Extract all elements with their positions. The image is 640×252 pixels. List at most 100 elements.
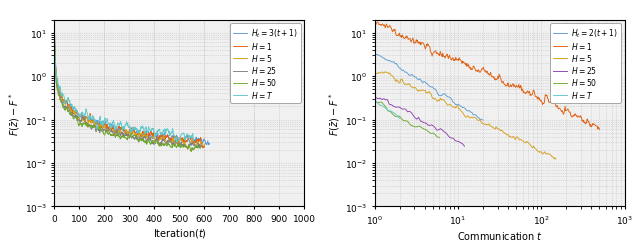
- Y-axis label: $F(\bar{z}) - F^*$: $F(\bar{z}) - F^*$: [327, 92, 342, 135]
- $H_t = 2(t+1)$: [436, 95, 444, 98]
- $H = T$: [394, 116, 402, 119]
- $H_t = 2(t+1)$: [442, 94, 450, 97]
- $H = 25$: [161, 141, 168, 144]
- Line: $H = T$: $H = T$: [55, 43, 195, 143]
- $H = 25$: [459, 143, 467, 146]
- $H = 50$: [393, 116, 401, 119]
- $H = 1$: [445, 58, 452, 61]
- $H = T$: [161, 128, 168, 131]
- $H = 25$: [76, 121, 84, 124]
- $H = 25$: [451, 140, 459, 143]
- $H = 50$: [436, 137, 444, 140]
- $H = 5$: [393, 79, 401, 82]
- $H = 25$: [152, 139, 159, 142]
- $H = T$: [376, 104, 384, 107]
- $H = T$: [390, 112, 398, 115]
- $H = 25$: [461, 145, 468, 148]
- $H = 25$: [374, 98, 382, 101]
- $H = 25$: [371, 98, 378, 101]
- $H = 5$: [374, 73, 381, 76]
- X-axis label: Communication $t$: Communication $t$: [456, 229, 543, 241]
- $H = T$: [380, 106, 387, 109]
- Line: $H_t = 2(t+1)$: $H_t = 2(t+1)$: [374, 55, 483, 121]
- $H = 50$: [387, 111, 394, 114]
- $H = T$: [388, 111, 396, 114]
- $H_t = 2(t+1)$: [374, 54, 381, 57]
- $H = 50$: [391, 115, 399, 118]
- $H = 25$: [372, 97, 380, 100]
- $H = 50$: [51, 45, 59, 48]
- $H = 50$: [396, 115, 403, 118]
- $H = 25$: [428, 124, 435, 127]
- $H = 50$: [375, 102, 383, 105]
- $H = 25$: [387, 104, 395, 107]
- $H_t = 3(t+1)$: [152, 134, 159, 137]
- Legend: $H_t = 3(t+1)$, $H = 1$, $H = 5$, $H = 25$, $H = 50$, $H = T$: $H_t = 3(t+1)$, $H = 1$, $H = 5$, $H = 2…: [230, 24, 301, 103]
- $H = T$: [371, 99, 378, 102]
- $H = 25$: [406, 110, 413, 113]
- $H = 25$: [457, 142, 465, 145]
- $H = 1$: [51, 44, 59, 47]
- $H = 25$: [381, 99, 389, 102]
- $H = T$: [152, 134, 159, 137]
- Line: $H = T$: $H = T$: [374, 101, 399, 119]
- $H = 25$: [426, 124, 433, 127]
- Line: $H = 1$: $H = 1$: [55, 45, 204, 148]
- $H = 1$: [152, 133, 159, 136]
- $H = T$: [385, 110, 393, 113]
- $H = 1$: [161, 137, 168, 140]
- $H = 50$: [384, 110, 392, 113]
- $H_t = 2(t+1)$: [468, 112, 476, 115]
- $H = 25$: [438, 129, 446, 132]
- $H = 25$: [417, 120, 424, 123]
- $H = 50$: [397, 117, 405, 120]
- $H = 50$: [402, 120, 410, 123]
- $H = 50$: [371, 101, 378, 104]
- $H = 25$: [402, 108, 410, 111]
- $H_t = 2(t+1)$: [479, 119, 487, 122]
- $H = T$: [381, 107, 389, 110]
- $H = 50$: [411, 126, 419, 129]
- $H = 1$: [534, 98, 541, 101]
- $H = 50$: [418, 127, 426, 130]
- $H = 25$: [440, 131, 448, 134]
- $H = 1$: [535, 98, 543, 101]
- $H = 50$: [409, 125, 417, 128]
- $H = 1$: [398, 34, 406, 37]
- $H = 1$: [374, 21, 381, 24]
- $H = 25$: [435, 129, 443, 132]
- $H = 50$: [431, 133, 439, 136]
- $H = 25$: [420, 122, 428, 125]
- $H = 5$: [371, 73, 378, 76]
- $H = 25$: [389, 105, 397, 108]
- $H = 25$: [393, 106, 401, 109]
- $H = 5$: [547, 154, 555, 157]
- $H = 5$: [161, 139, 168, 142]
- $H = 25$: [448, 137, 456, 140]
- $H = 5$: [51, 39, 59, 42]
- $H = 5$: [76, 120, 84, 123]
- $H = 25$: [442, 132, 450, 135]
- $H_t = 2(t+1)$: [371, 56, 378, 59]
- $H = 25$: [383, 99, 391, 102]
- $H = 1$: [371, 29, 378, 32]
- $H_t = 2(t+1)$: [420, 81, 428, 84]
- $H = 50$: [413, 126, 421, 129]
- $H = 5$: [440, 100, 448, 103]
- $H = 50$: [152, 142, 159, 145]
- Line: $H_t = 3(t+1)$: $H_t = 3(t+1)$: [55, 36, 209, 146]
- $H = T$: [392, 113, 400, 116]
- $H_t = 3(t+1)$: [76, 113, 84, 116]
- $H = 25$: [453, 140, 461, 143]
- $H = 25$: [455, 141, 463, 144]
- $H = 25$: [376, 97, 384, 100]
- $H = 25$: [404, 111, 412, 114]
- $H = 25$: [398, 108, 406, 111]
- $H = 25$: [400, 108, 408, 111]
- Line: $H = 5$: $H = 5$: [55, 41, 204, 150]
- $H = 50$: [380, 103, 387, 106]
- $H = 25$: [450, 137, 458, 140]
- $H = T$: [76, 113, 84, 116]
- $H = 1$: [76, 116, 84, 119]
- $H = 25$: [422, 122, 430, 125]
